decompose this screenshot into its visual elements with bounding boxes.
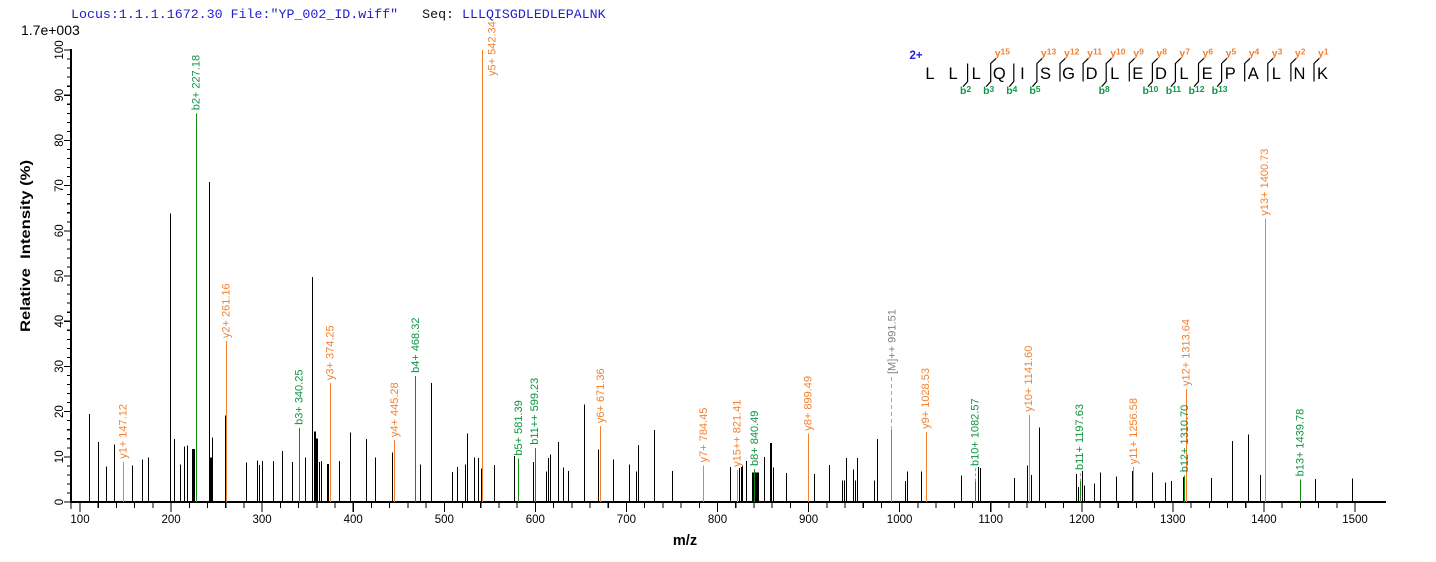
svg-text:y12+ 1313.64: y12+ 1313.64 — [1180, 319, 1192, 386]
svg-text:y1: y1 — [1318, 47, 1329, 60]
svg-text:1500: 1500 — [1342, 514, 1368, 526]
svg-text:b10: b10 — [1142, 84, 1158, 97]
svg-text:b3+ 340.25: b3+ 340.25 — [293, 370, 305, 425]
svg-text:20: 20 — [54, 405, 66, 418]
svg-text:G: G — [1062, 65, 1075, 83]
svg-text:y11: y11 — [1087, 47, 1102, 60]
svg-text:100: 100 — [70, 514, 89, 526]
svg-text:b5: b5 — [1029, 84, 1040, 97]
svg-text:y7: y7 — [1179, 47, 1190, 60]
svg-text:Q: Q — [993, 65, 1006, 83]
svg-text:900: 900 — [799, 514, 818, 526]
svg-text:y15++ 821.41: y15++ 821.41 — [732, 400, 744, 467]
svg-text:b8+ 840.49: b8+ 840.49 — [749, 411, 761, 466]
svg-text:b4+ 468.32: b4+ 468.32 — [410, 318, 422, 373]
svg-text:60: 60 — [54, 224, 66, 237]
svg-text:b5+ 581.39: b5+ 581.39 — [513, 400, 525, 455]
svg-text:80: 80 — [54, 134, 66, 147]
svg-text:y2+ 261.16: y2+ 261.16 — [221, 283, 233, 338]
svg-text:y6: y6 — [1203, 47, 1214, 60]
svg-text:30: 30 — [54, 360, 66, 373]
svg-text:y1+ 147.12: y1+ 147.12 — [117, 404, 129, 459]
svg-text:2+: 2+ — [910, 50, 923, 62]
svg-text:1000: 1000 — [887, 514, 913, 526]
svg-text:L: L — [949, 65, 958, 83]
svg-text:b4: b4 — [1006, 84, 1017, 97]
svg-text:70: 70 — [54, 179, 66, 192]
svg-text:L: L — [1272, 65, 1281, 83]
svg-text:b10+ 1082.57: b10+ 1082.57 — [969, 398, 981, 466]
svg-text:700: 700 — [617, 514, 636, 526]
svg-text:S: S — [1040, 65, 1051, 83]
svg-text:y4: y4 — [1249, 47, 1260, 60]
svg-text:y10: y10 — [1110, 47, 1126, 60]
svg-text:D: D — [1155, 65, 1167, 83]
svg-text:y13+ 1400.73: y13+ 1400.73 — [1259, 149, 1271, 216]
svg-text:y9+ 1028.53: y9+ 1028.53 — [920, 368, 932, 429]
svg-text:m/z: m/z — [673, 533, 697, 549]
svg-text:y7+ 784.45: y7+ 784.45 — [698, 408, 710, 463]
svg-text:300: 300 — [253, 514, 272, 526]
svg-text:y5+ 542.34: y5+ 542.34 — [486, 21, 498, 76]
svg-text:10: 10 — [54, 450, 66, 463]
svg-text:y12: y12 — [1064, 47, 1080, 60]
svg-text:b11++ 599.23: b11++ 599.23 — [529, 378, 541, 445]
svg-text:y4+ 445.28: y4+ 445.28 — [389, 382, 401, 437]
svg-text:200: 200 — [162, 514, 181, 526]
svg-text:b11+ 1197.63: b11+ 1197.63 — [1074, 404, 1086, 470]
svg-text:y8+ 899.49: y8+ 899.49 — [803, 376, 815, 431]
svg-text:b8: b8 — [1099, 84, 1110, 97]
svg-text:K: K — [1317, 65, 1328, 83]
svg-text:b12: b12 — [1189, 84, 1205, 97]
svg-text:y9: y9 — [1133, 47, 1144, 60]
svg-text:400: 400 — [344, 514, 363, 526]
svg-text:Relative Intensity (%): Relative Intensity (%) — [18, 160, 33, 332]
svg-text:E: E — [1202, 65, 1213, 83]
svg-text:y10+ 1141.60: y10+ 1141.60 — [1023, 346, 1035, 412]
svg-text:b2+ 227.18: b2+ 227.18 — [190, 55, 202, 110]
svg-text:L: L — [925, 65, 934, 83]
svg-text:y8: y8 — [1156, 47, 1167, 60]
svg-text:E: E — [1132, 65, 1143, 83]
svg-text:1300: 1300 — [1160, 514, 1186, 526]
svg-text:800: 800 — [708, 514, 727, 526]
svg-text:y11+ 1256.58: y11+ 1256.58 — [1128, 398, 1140, 464]
svg-text:D: D — [1086, 65, 1098, 83]
svg-text:40: 40 — [54, 315, 66, 328]
svg-text:1400: 1400 — [1251, 514, 1277, 526]
svg-text:b13+ 1439.78: b13+ 1439.78 — [1295, 409, 1307, 477]
svg-text:b13: b13 — [1212, 84, 1228, 97]
svg-text:[M]++ 991.51: [M]++ 991.51 — [886, 309, 898, 374]
svg-text:L: L — [1179, 65, 1188, 83]
svg-text:b3: b3 — [983, 84, 994, 97]
svg-text:P: P — [1225, 65, 1236, 83]
svg-text:b11: b11 — [1166, 84, 1182, 97]
svg-text:L: L — [972, 65, 981, 83]
svg-text:A: A — [1248, 65, 1259, 83]
svg-text:y2: y2 — [1295, 47, 1306, 60]
svg-text:N: N — [1293, 65, 1305, 83]
svg-text:y6+ 671.36: y6+ 671.36 — [595, 368, 607, 423]
svg-text:I: I — [1020, 65, 1025, 83]
svg-text:100: 100 — [54, 40, 66, 59]
svg-text:50: 50 — [54, 270, 66, 283]
svg-text:b12+ 1310.70: b12+ 1310.70 — [1179, 405, 1191, 473]
svg-text:1100: 1100 — [978, 514, 1003, 526]
svg-text:1200: 1200 — [1069, 514, 1095, 526]
svg-text:L: L — [1110, 65, 1119, 83]
svg-text:500: 500 — [435, 514, 454, 526]
svg-text:y3: y3 — [1272, 47, 1283, 60]
svg-text:y15: y15 — [995, 47, 1011, 60]
svg-text:y5: y5 — [1226, 47, 1237, 60]
svg-text:y3+ 374.25: y3+ 374.25 — [324, 325, 336, 380]
svg-text:b2: b2 — [960, 84, 971, 97]
svg-text:600: 600 — [526, 514, 545, 526]
svg-text:y13: y13 — [1041, 47, 1057, 60]
svg-text:90: 90 — [54, 89, 66, 102]
svg-text:0: 0 — [54, 499, 66, 505]
